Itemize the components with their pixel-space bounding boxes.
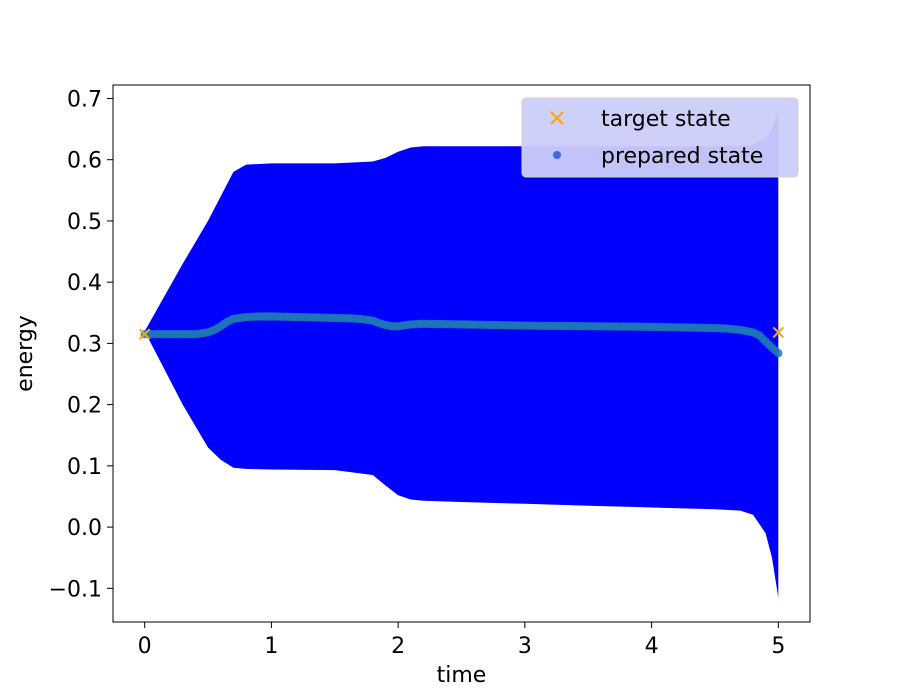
y-tick-label: 0.5 (67, 210, 102, 235)
legend-target-label: target state (601, 107, 731, 132)
plot-area (138, 110, 785, 598)
target-state-point (138, 328, 151, 340)
prepared-state-points (140, 312, 783, 358)
x-tick-label: 5 (771, 634, 785, 659)
legend-box (521, 97, 799, 178)
y-tick-label: 0.1 (67, 455, 102, 480)
x-axis-ticks: 0 1 2 3 4 5 (138, 622, 785, 659)
target-state-point (772, 326, 785, 339)
prepared-state-point (774, 349, 783, 358)
y-axis-label: energy (13, 315, 38, 392)
legend-prepared-marker (553, 151, 561, 159)
legend-prepared-label: prepared state (601, 144, 763, 169)
y-tick-label: 0.7 (67, 87, 102, 112)
legend-target-marker (550, 111, 564, 125)
x-tick-label: 3 (518, 634, 532, 659)
y-tick-label: 0.0 (67, 516, 102, 541)
y-tick-label: 0.4 (67, 271, 102, 296)
x-tick-label: 2 (391, 634, 405, 659)
y-tick-label: 0.6 (67, 149, 102, 174)
x-tick-label: 0 (138, 634, 152, 659)
legend: target state prepared state (521, 97, 799, 178)
x-axis-label: time (437, 663, 487, 688)
x-tick-label: 4 (645, 634, 659, 659)
energy-spread-band (144, 110, 779, 598)
y-tick-label: 0.2 (67, 394, 102, 419)
y-tick-label: 0.3 (67, 332, 102, 357)
x-tick-label: 1 (264, 634, 278, 659)
y-tick-label: −0.1 (49, 577, 102, 602)
axes-frame (112, 84, 811, 623)
y-axis-ticks: −0.1 0.0 0.1 0.2 0.3 0.4 0.5 0.6 0.7 (49, 87, 113, 602)
target-state-points (138, 326, 785, 340)
